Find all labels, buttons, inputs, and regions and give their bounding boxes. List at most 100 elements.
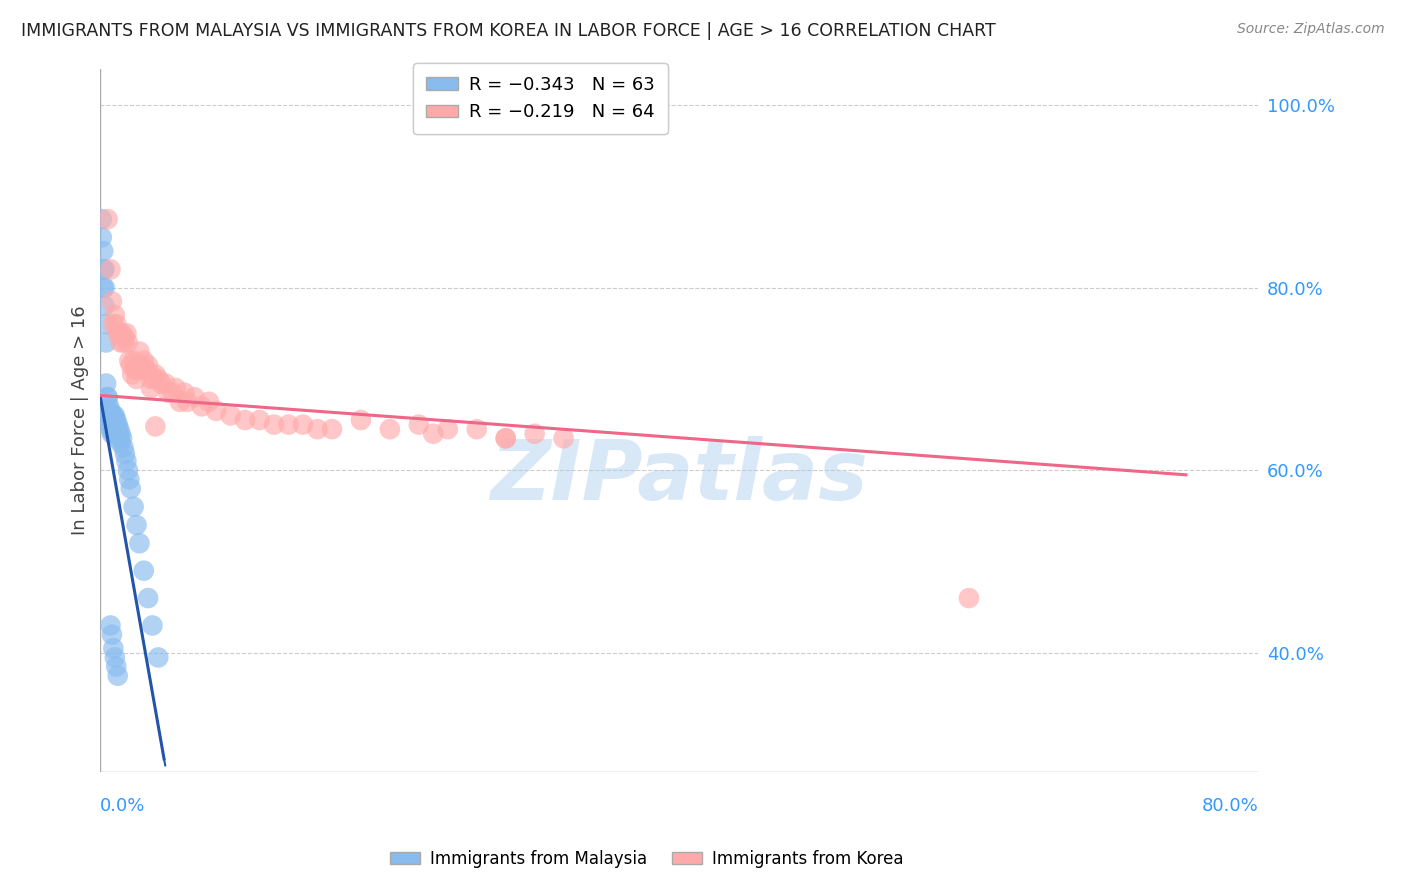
Point: [173, 385, 195, 400]
Point: [190, 400, 212, 414]
Point: [94, 317, 117, 331]
Point: [141, 618, 163, 632]
Y-axis label: In Labor Force | Age > 16: In Labor Force | Age > 16: [72, 305, 89, 535]
Point: [495, 431, 517, 445]
Point: [132, 363, 155, 377]
Point: [105, 413, 128, 427]
Point: [105, 317, 128, 331]
Point: [112, 441, 135, 455]
Point: [408, 417, 430, 432]
Point: [118, 353, 141, 368]
Point: [111, 326, 134, 341]
Point: [136, 591, 159, 605]
Point: [165, 381, 187, 395]
Point: [97, 212, 120, 227]
Point: [465, 422, 488, 436]
Point: [107, 431, 129, 445]
Point: [100, 618, 122, 632]
Point: [150, 376, 173, 391]
Point: [110, 426, 132, 441]
Point: [104, 650, 127, 665]
Point: [94, 376, 117, 391]
Point: [115, 326, 138, 341]
Point: [148, 372, 170, 386]
Point: [101, 417, 124, 432]
Point: [198, 394, 221, 409]
Point: [219, 409, 242, 423]
Point: [307, 422, 329, 436]
Legend: R = −0.343   N = 63, R = −0.219   N = 64: R = −0.343 N = 63, R = −0.219 N = 64: [413, 63, 668, 134]
Point: [132, 564, 155, 578]
Point: [105, 659, 128, 673]
Point: [263, 417, 285, 432]
Point: [378, 422, 401, 436]
Point: [124, 363, 146, 377]
Point: [104, 426, 127, 441]
Text: Source: ZipAtlas.com: Source: ZipAtlas.com: [1237, 22, 1385, 37]
Point: [114, 447, 136, 461]
Point: [143, 419, 166, 434]
Point: [98, 400, 121, 414]
Point: [523, 426, 546, 441]
Point: [436, 422, 458, 436]
Point: [120, 482, 142, 496]
Point: [93, 299, 115, 313]
Text: 0.0%: 0.0%: [100, 797, 146, 814]
Point: [128, 536, 150, 550]
Point: [125, 518, 148, 533]
Point: [132, 353, 155, 368]
Point: [422, 426, 444, 441]
Point: [129, 358, 152, 372]
Point: [121, 368, 143, 382]
Point: [125, 372, 148, 386]
Point: [100, 262, 122, 277]
Point: [249, 413, 271, 427]
Point: [103, 317, 125, 331]
Point: [148, 650, 170, 665]
Point: [107, 417, 129, 432]
Point: [135, 363, 157, 377]
Text: ZIPatlas: ZIPatlas: [491, 436, 869, 516]
Point: [128, 344, 150, 359]
Point: [125, 363, 148, 377]
Point: [155, 376, 177, 391]
Point: [97, 390, 120, 404]
Point: [169, 394, 191, 409]
Point: [100, 413, 122, 427]
Point: [162, 385, 184, 400]
Point: [122, 500, 145, 514]
Point: [321, 422, 343, 436]
Point: [495, 431, 517, 445]
Point: [117, 335, 139, 350]
Point: [90, 230, 112, 244]
Point: [104, 417, 127, 432]
Point: [108, 326, 131, 341]
Point: [100, 404, 122, 418]
Text: 80.0%: 80.0%: [1202, 797, 1258, 814]
Point: [100, 409, 122, 423]
Point: [93, 262, 115, 277]
Point: [90, 212, 112, 227]
Point: [117, 463, 139, 477]
Point: [91, 280, 114, 294]
Point: [104, 409, 127, 423]
Point: [104, 308, 127, 322]
Point: [108, 422, 131, 436]
Point: [350, 413, 373, 427]
Point: [110, 335, 132, 350]
Point: [143, 368, 166, 382]
Point: [103, 641, 125, 656]
Point: [111, 431, 134, 445]
Point: [205, 404, 228, 418]
Point: [100, 422, 122, 436]
Point: [91, 262, 114, 277]
Point: [112, 335, 135, 350]
Point: [93, 280, 115, 294]
Point: [98, 417, 121, 432]
Point: [176, 394, 198, 409]
Point: [104, 413, 127, 427]
Point: [553, 431, 575, 445]
Point: [183, 390, 205, 404]
Point: [98, 409, 121, 423]
Point: [107, 669, 129, 683]
